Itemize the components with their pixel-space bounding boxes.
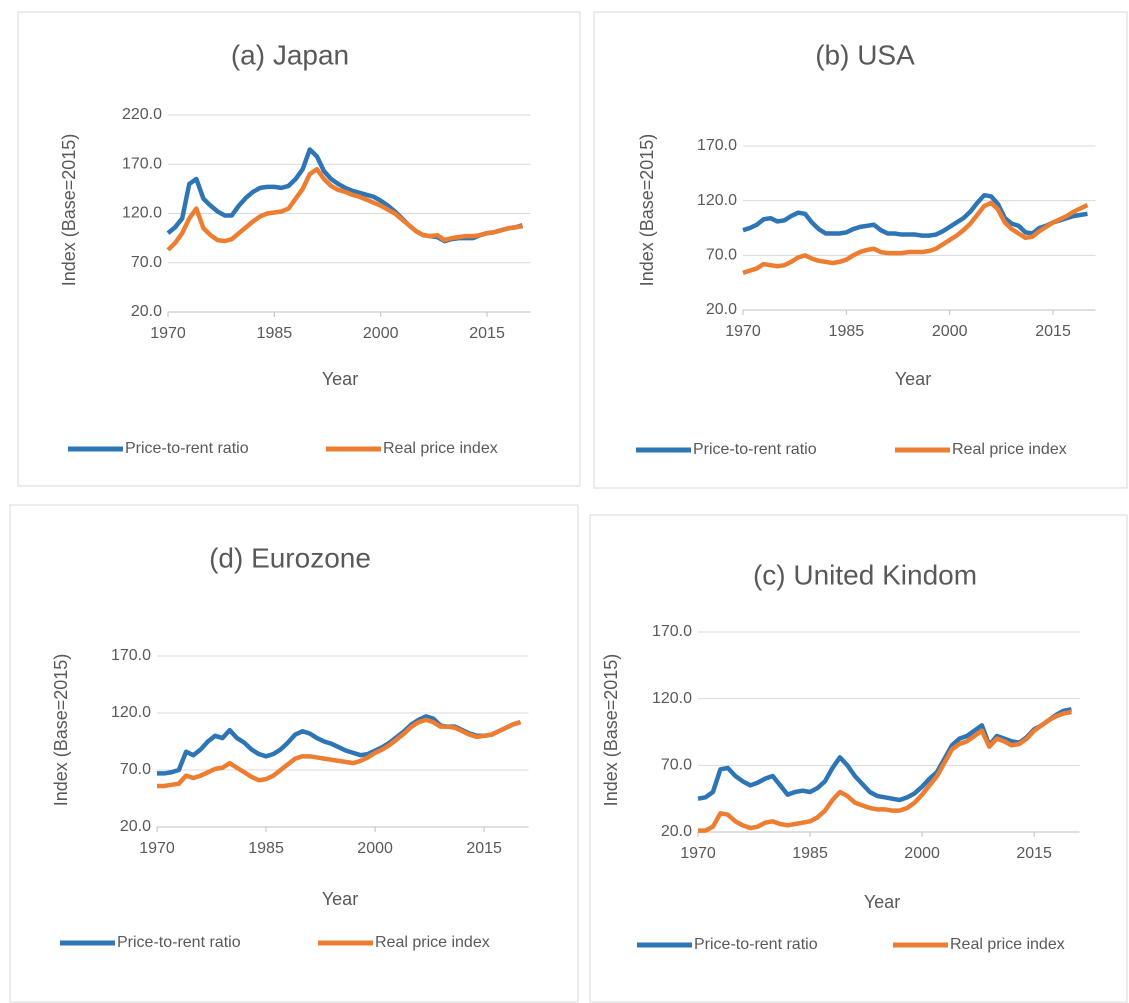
chart-panel: (a) Japan 20.0 70.0 120.0 170.0 220.0 1970 1985… bbox=[17, 11, 581, 487]
y-tick-label: 120.0 bbox=[697, 192, 737, 209]
y-tick-label: 70.0 bbox=[706, 247, 737, 264]
x-tick-label: 2015 bbox=[1016, 845, 1052, 862]
y-tick-label: 170.0 bbox=[652, 623, 692, 640]
y-tick-label: 70.0 bbox=[661, 757, 692, 774]
legend-label: Real price index bbox=[383, 440, 498, 457]
y-axis-title: Index (Base=2015) bbox=[637, 134, 657, 287]
y-tick-label: 120.0 bbox=[652, 690, 692, 707]
series-line bbox=[166, 147, 524, 244]
series-line bbox=[742, 192, 1088, 238]
legend-label: Real price index bbox=[952, 441, 1067, 458]
legend-label: Price-to-rent ratio bbox=[694, 936, 818, 953]
x-axis-title: Year bbox=[864, 892, 900, 912]
series-line bbox=[166, 166, 523, 252]
y-tick-label: 20.0 bbox=[661, 823, 692, 840]
y-tick-label: 70.0 bbox=[120, 761, 151, 778]
chart-panel: (b) USA 20.0 70.0 120.0 170.0 1970 1985 2000 201… bbox=[593, 11, 1128, 489]
legend-label: Real price index bbox=[375, 934, 490, 951]
legend-label: Price-to-rent ratio bbox=[125, 440, 249, 457]
series-line bbox=[157, 714, 522, 776]
chart-title: (d) Eurozone bbox=[209, 542, 371, 573]
x-tick-label: 1985 bbox=[829, 323, 865, 340]
legend-label: Price-to-rent ratio bbox=[117, 934, 241, 951]
legend-label: Price-to-rent ratio bbox=[693, 441, 817, 458]
chart-title: (a) Japan bbox=[231, 39, 349, 70]
x-tick-label: 2015 bbox=[469, 325, 505, 342]
x-tick-label: 1970 bbox=[725, 323, 761, 340]
y-tick-label: 170.0 bbox=[111, 647, 151, 664]
y-tick-label: 120.0 bbox=[122, 205, 162, 222]
series-line bbox=[157, 717, 522, 789]
y-axis-title: Index (Base=2015) bbox=[59, 134, 79, 287]
x-tick-label: 2000 bbox=[904, 845, 940, 862]
x-tick-label: 2015 bbox=[1035, 323, 1071, 340]
y-tick-label: 170.0 bbox=[697, 137, 737, 154]
x-axis-title: Year bbox=[322, 889, 358, 909]
y-axis-title: Index (Base=2015) bbox=[51, 654, 71, 807]
x-tick-label: 1985 bbox=[792, 845, 828, 862]
y-tick-label: 20.0 bbox=[120, 818, 151, 835]
series-line bbox=[697, 707, 1072, 803]
legend-label: Real price index bbox=[950, 936, 1065, 953]
x-axis-title: Year bbox=[895, 369, 931, 389]
y-tick-label: 20.0 bbox=[131, 303, 162, 320]
y-tick-label: 120.0 bbox=[111, 704, 151, 721]
y-tick-label: 20.0 bbox=[706, 301, 737, 318]
y-tick-label: 70.0 bbox=[131, 254, 162, 271]
x-tick-label: 2000 bbox=[932, 323, 968, 340]
panel-border bbox=[589, 514, 1128, 1003]
x-tick-label: 1985 bbox=[248, 840, 284, 857]
x-tick-label: 1970 bbox=[150, 325, 186, 342]
panel-border bbox=[17, 11, 581, 487]
x-tick-label: 2015 bbox=[466, 840, 502, 857]
x-axis-title: Year bbox=[322, 369, 358, 389]
x-tick-label: 1970 bbox=[680, 845, 716, 862]
y-tick-label: 170.0 bbox=[122, 155, 162, 172]
x-tick-label: 1970 bbox=[139, 840, 175, 857]
series-line bbox=[698, 709, 1072, 833]
panel-border bbox=[593, 11, 1128, 489]
chart-panel: (d) Eurozone 20.0 70.0 120.0 170.0 1970 1985 20… bbox=[9, 504, 579, 1003]
x-tick-label: 2000 bbox=[363, 325, 399, 342]
chart-title: (c) United Kindom bbox=[753, 559, 977, 590]
chart-title: (b) USA bbox=[815, 39, 915, 70]
series-line bbox=[742, 200, 1089, 275]
chart-panel: (c) United Kindom 20.0 70.0 120.0 170.0 1970 1… bbox=[589, 514, 1128, 1003]
panel-border bbox=[9, 504, 579, 1003]
x-tick-label: 2000 bbox=[357, 840, 393, 857]
y-axis-title: Index (Base=2015) bbox=[601, 654, 621, 807]
y-tick-label: 220.0 bbox=[122, 106, 162, 123]
x-tick-label: 1985 bbox=[257, 325, 293, 342]
